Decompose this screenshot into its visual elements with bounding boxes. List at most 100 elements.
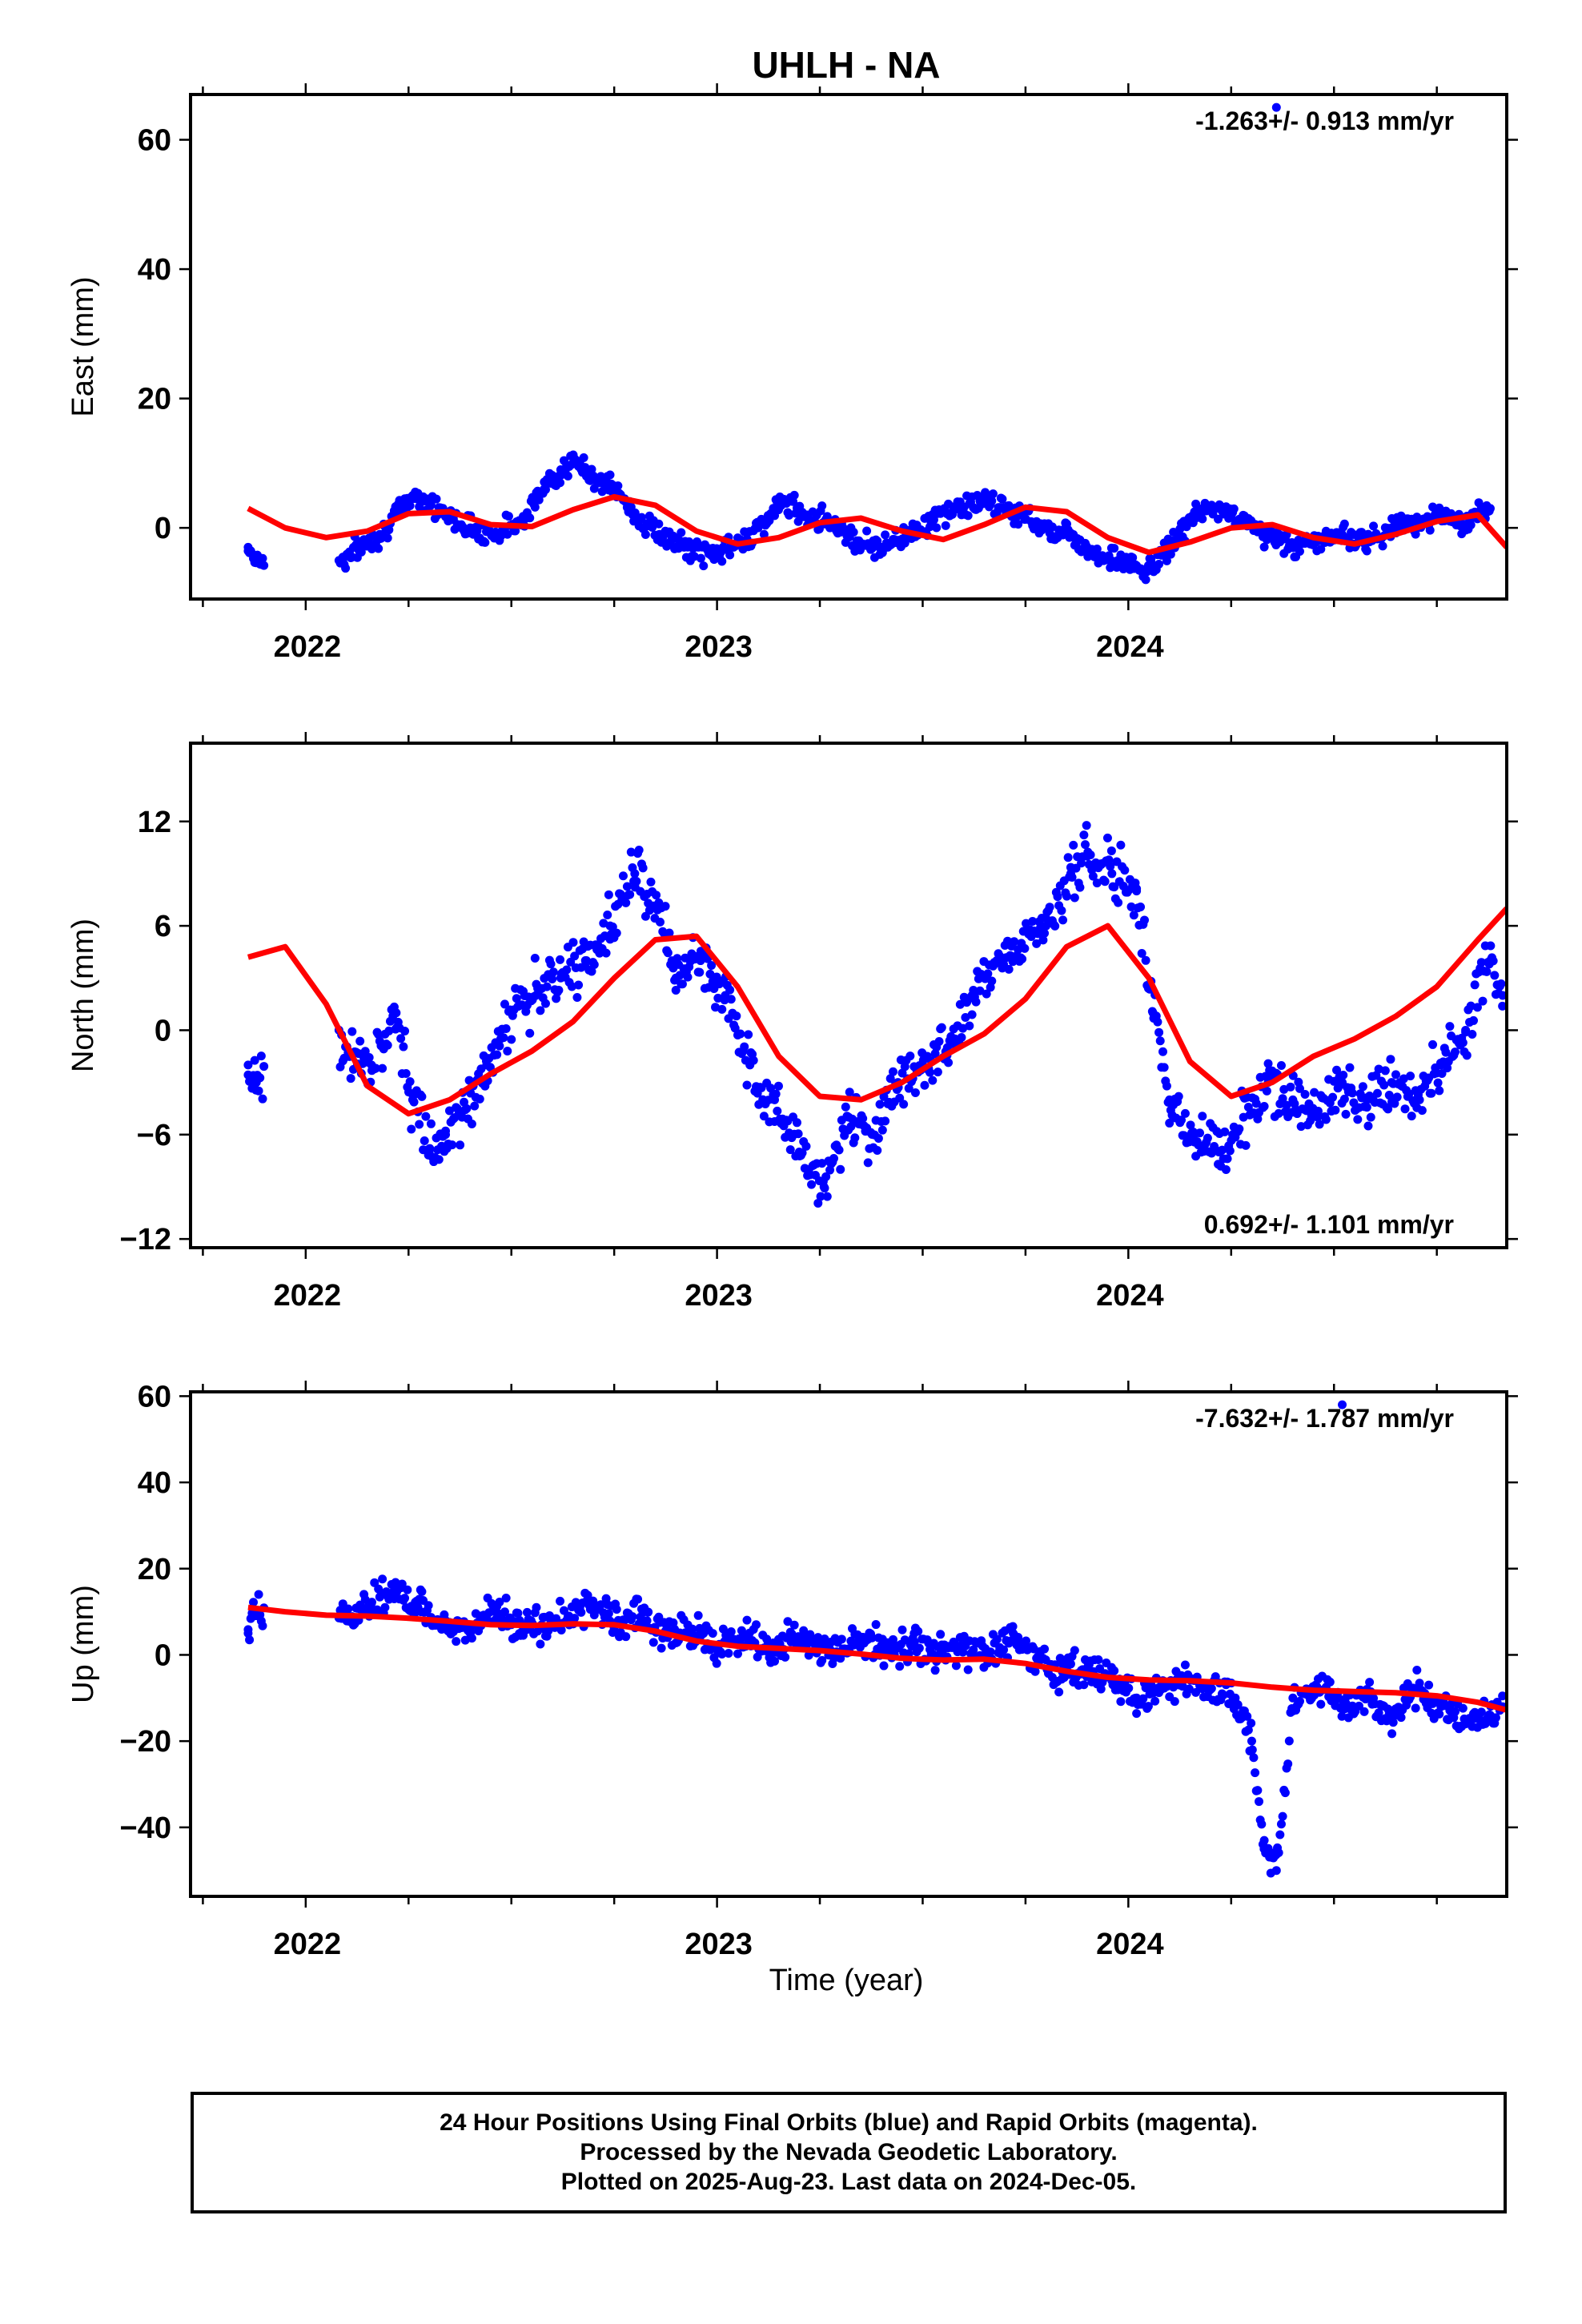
data-point bbox=[440, 1610, 449, 1619]
data-point bbox=[1225, 1146, 1235, 1156]
data-point bbox=[259, 561, 269, 570]
data-point bbox=[1251, 1768, 1260, 1778]
data-point bbox=[644, 1607, 653, 1617]
data-point bbox=[1114, 898, 1123, 907]
data-point bbox=[1203, 1133, 1212, 1143]
y-tick-label: 20 bbox=[138, 1553, 171, 1586]
data-point bbox=[1057, 906, 1066, 915]
data-point bbox=[1047, 522, 1057, 532]
data-point bbox=[1372, 1088, 1382, 1098]
data-point bbox=[1383, 1104, 1393, 1114]
data-point bbox=[724, 1649, 733, 1659]
data-point bbox=[1363, 1121, 1373, 1131]
data-point bbox=[1276, 1061, 1286, 1071]
data-point bbox=[378, 1574, 387, 1584]
data-point bbox=[1067, 873, 1077, 883]
data-point bbox=[1136, 902, 1146, 911]
panel-up: 2022 2023 2024 −40 −20 0 20 40 60 Up (mm) -7.632+/… bbox=[66, 1380, 1518, 1961]
data-point bbox=[675, 971, 685, 980]
data-point bbox=[1058, 915, 1068, 925]
data-point bbox=[512, 994, 521, 1003]
data-point bbox=[513, 1608, 523, 1618]
data-point bbox=[1223, 1154, 1232, 1164]
data-point bbox=[1153, 1017, 1162, 1027]
data-point bbox=[871, 1620, 881, 1630]
data-point bbox=[567, 982, 576, 991]
data-point bbox=[983, 969, 993, 979]
data-point bbox=[914, 1643, 924, 1653]
data-point bbox=[1310, 1088, 1319, 1097]
data-point bbox=[937, 1023, 946, 1032]
data-point bbox=[1069, 840, 1078, 850]
data-point bbox=[256, 1051, 266, 1061]
data-point bbox=[1139, 915, 1149, 925]
data-point bbox=[1295, 1084, 1304, 1093]
y-axis-label: Up (mm) bbox=[66, 1585, 100, 1703]
data-point bbox=[740, 1042, 749, 1051]
data-point bbox=[1124, 1683, 1134, 1693]
data-point bbox=[530, 953, 540, 963]
data-point bbox=[1341, 1699, 1351, 1708]
data-point bbox=[863, 1158, 873, 1168]
data-point bbox=[1217, 1145, 1227, 1155]
data-point bbox=[1020, 943, 1030, 953]
data-point bbox=[1220, 1127, 1230, 1136]
data-point bbox=[1259, 1101, 1269, 1111]
data-point bbox=[986, 1647, 995, 1657]
data-point bbox=[1178, 1682, 1187, 1691]
data-point bbox=[470, 1101, 480, 1111]
data-point bbox=[967, 1010, 977, 1019]
data-point bbox=[613, 481, 623, 491]
data-point bbox=[705, 969, 715, 979]
data-point bbox=[1086, 850, 1095, 859]
data-point bbox=[258, 1621, 267, 1630]
data-point bbox=[1165, 1118, 1174, 1128]
data-point bbox=[444, 1106, 454, 1116]
data-point bbox=[1259, 1835, 1269, 1845]
data-point bbox=[1194, 1140, 1203, 1150]
data-point bbox=[1054, 1687, 1064, 1697]
x-tick-label: 2022 bbox=[274, 1279, 342, 1313]
data-point bbox=[1427, 1088, 1436, 1098]
data-point bbox=[1486, 941, 1496, 951]
data-point bbox=[1022, 1636, 1031, 1646]
data-point bbox=[888, 1067, 897, 1076]
data-point bbox=[467, 1119, 476, 1128]
y-tick-label: 60 bbox=[138, 124, 171, 158]
data-point bbox=[773, 1106, 782, 1116]
data-point bbox=[1247, 1745, 1257, 1755]
data-point bbox=[1396, 1713, 1406, 1723]
data-point bbox=[1030, 1667, 1040, 1676]
data-point bbox=[1010, 937, 1019, 947]
data-point bbox=[1219, 1690, 1228, 1699]
data-point bbox=[1354, 1701, 1363, 1711]
data-point bbox=[1198, 514, 1207, 524]
data-point bbox=[504, 512, 513, 521]
data-point bbox=[1387, 1729, 1397, 1739]
data-point bbox=[401, 1068, 411, 1078]
data-point bbox=[742, 1615, 752, 1625]
data-point bbox=[1032, 939, 1042, 948]
data-point bbox=[926, 522, 935, 532]
data-point bbox=[1366, 1112, 1375, 1122]
data-point bbox=[913, 1626, 923, 1636]
data-point bbox=[1316, 1699, 1326, 1709]
data-point bbox=[1243, 1711, 1252, 1721]
data-point bbox=[1447, 1699, 1456, 1709]
data-point bbox=[599, 919, 608, 928]
data-point bbox=[845, 1088, 854, 1097]
data-point bbox=[1263, 1844, 1273, 1853]
data-point bbox=[717, 557, 727, 566]
data-point bbox=[1433, 1078, 1443, 1088]
x-tick-label: 2024 bbox=[1096, 1279, 1164, 1313]
data-point bbox=[258, 1094, 267, 1104]
data-point bbox=[1207, 1683, 1216, 1693]
fit-line bbox=[247, 493, 1507, 556]
data-point bbox=[875, 1100, 885, 1109]
data-point bbox=[1191, 1687, 1201, 1697]
data-point bbox=[975, 986, 985, 995]
data-point bbox=[1094, 1655, 1103, 1665]
data-point bbox=[1092, 879, 1102, 888]
data-point bbox=[1365, 1678, 1375, 1687]
